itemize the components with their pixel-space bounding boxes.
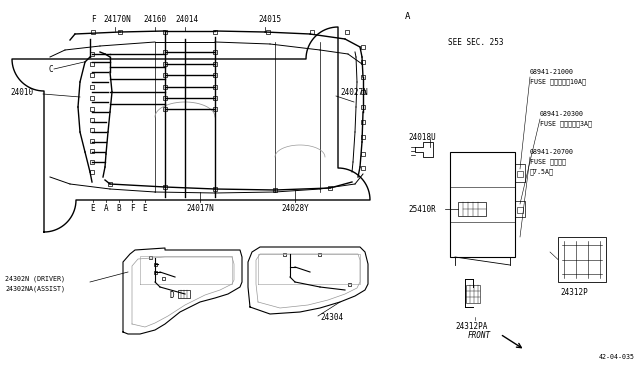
Text: 24027N: 24027N [340, 87, 368, 96]
Bar [90, 160, 94, 164]
Bar [154, 263, 157, 266]
Bar [154, 270, 157, 273]
Bar [213, 62, 217, 66]
Text: 24015: 24015 [259, 15, 282, 24]
Bar [361, 45, 365, 49]
Bar [361, 75, 365, 79]
Text: 42-04-035: 42-04-035 [599, 354, 635, 360]
Bar [213, 30, 217, 34]
Bar [361, 135, 365, 139]
Text: 08941-20700: 08941-20700 [530, 149, 574, 155]
Text: 24028Y: 24028Y [281, 204, 309, 213]
Bar [90, 170, 94, 174]
Text: 25410R: 25410R [408, 205, 436, 214]
Bar [163, 62, 167, 66]
Text: 24160: 24160 [143, 15, 166, 24]
Text: FUSE ヒューズ（3A）: FUSE ヒューズ（3A） [540, 121, 592, 127]
Bar [361, 60, 365, 64]
Text: A: A [405, 12, 410, 21]
Bar [361, 120, 365, 124]
Text: 24014: 24014 [175, 15, 198, 24]
Bar [466, 285, 480, 303]
Bar [213, 107, 217, 111]
Text: F: F [91, 15, 95, 24]
Bar [108, 182, 112, 186]
Bar [213, 85, 217, 89]
Text: D: D [170, 291, 175, 299]
Bar [213, 187, 217, 191]
Text: SEE SEC. 253: SEE SEC. 253 [448, 38, 504, 46]
Bar [163, 85, 167, 89]
Text: 08941-21000: 08941-21000 [530, 69, 574, 75]
Bar [284, 253, 287, 256]
Bar [163, 107, 167, 111]
Bar [458, 202, 486, 216]
Bar [515, 164, 525, 182]
Bar [90, 128, 94, 132]
Bar [178, 290, 190, 298]
Text: 24302N (DRIVER): 24302N (DRIVER) [5, 276, 65, 282]
Text: B: B [116, 204, 122, 213]
Bar [517, 207, 523, 213]
Bar [118, 30, 122, 34]
Bar [328, 186, 332, 190]
Bar [558, 237, 606, 282]
Bar [213, 50, 217, 54]
Bar [90, 149, 94, 153]
Text: 24312PA: 24312PA [455, 322, 488, 331]
Bar [90, 85, 94, 89]
Bar [90, 62, 94, 66]
Bar [163, 73, 167, 77]
Bar [450, 152, 515, 257]
Text: 24018U: 24018U [408, 132, 436, 141]
Bar [90, 139, 94, 143]
Text: 24170N: 24170N [103, 15, 131, 24]
Bar [213, 96, 217, 100]
Text: 24304: 24304 [320, 314, 343, 323]
Bar [90, 107, 94, 111]
Bar [361, 152, 365, 156]
Bar [319, 253, 321, 256]
Text: E: E [91, 204, 95, 213]
Text: 24010: 24010 [10, 87, 33, 96]
Bar [213, 73, 217, 77]
Text: C: C [49, 64, 53, 74]
Text: FUSE ヒューズ（10A）: FUSE ヒューズ（10A） [530, 79, 586, 85]
Text: A: A [104, 204, 108, 213]
Text: （7.5A）: （7.5A） [530, 169, 554, 175]
Bar [273, 188, 277, 192]
Text: FRONT: FRONT [468, 331, 491, 340]
Bar [91, 30, 95, 34]
Bar [515, 201, 525, 217]
Bar [361, 105, 365, 109]
Bar [517, 171, 523, 177]
Bar [90, 73, 94, 77]
Bar [90, 96, 94, 100]
Bar [90, 52, 94, 56]
Text: 08941-20300: 08941-20300 [540, 111, 584, 117]
Text: 24312P: 24312P [560, 288, 588, 297]
Bar [361, 166, 365, 170]
Bar [90, 118, 94, 122]
Bar [310, 30, 314, 34]
Bar [163, 96, 167, 100]
Text: 24302NA(ASSIST): 24302NA(ASSIST) [5, 286, 65, 292]
Text: E: E [143, 204, 147, 213]
Bar [163, 185, 167, 189]
Bar [361, 90, 365, 94]
Text: F: F [130, 204, 134, 213]
Text: 24017N: 24017N [186, 204, 214, 213]
Text: FUSE ヒューズ: FUSE ヒューズ [530, 159, 566, 165]
Bar [345, 30, 349, 34]
Bar [349, 282, 351, 285]
Bar [266, 30, 270, 34]
Bar [163, 50, 167, 54]
Bar [161, 276, 164, 279]
Bar [148, 256, 152, 259]
Bar [163, 30, 167, 34]
